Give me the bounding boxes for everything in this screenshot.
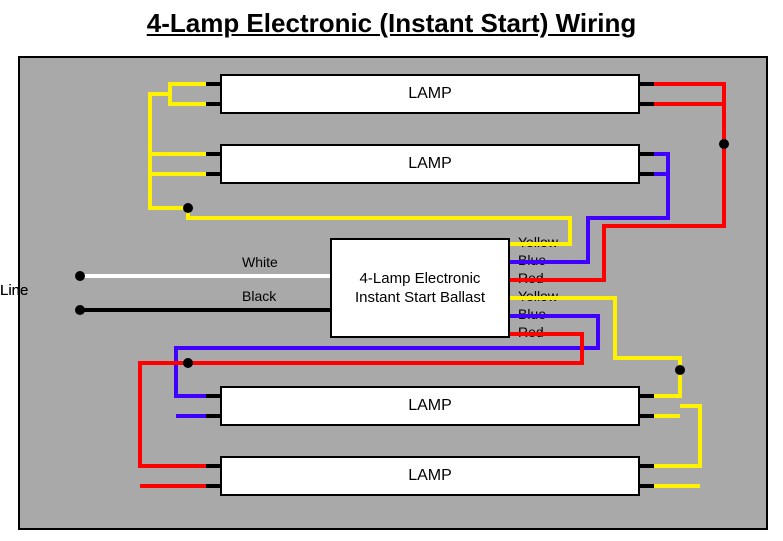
lamp-1: LAMP bbox=[220, 74, 640, 114]
node bbox=[75, 271, 85, 281]
lamp-3-label: LAMP bbox=[408, 397, 452, 415]
terminal-tick bbox=[206, 414, 220, 418]
terminal-tick bbox=[206, 464, 220, 468]
label-yellow-bot: Yellow bbox=[518, 288, 558, 304]
diagram-title: 4-Lamp Electronic (Instant Start) Wiring bbox=[0, 0, 783, 39]
label-black: Black bbox=[242, 288, 276, 304]
lamp-4-label: LAMP bbox=[408, 467, 452, 485]
node bbox=[75, 305, 85, 315]
line-text: Line bbox=[0, 282, 28, 299]
lamp-3: LAMP bbox=[220, 386, 640, 426]
label-white: White bbox=[242, 254, 278, 270]
terminal-tick bbox=[206, 172, 220, 176]
terminal-tick bbox=[206, 82, 220, 86]
label-red-top: Red bbox=[518, 270, 544, 286]
node bbox=[183, 358, 193, 368]
page: 4-Lamp Electronic (Instant Start) Wiring… bbox=[0, 0, 783, 541]
terminal-tick bbox=[206, 484, 220, 488]
node bbox=[675, 365, 685, 375]
label-red-bot: Red bbox=[518, 324, 544, 340]
label-blue-top: Blue bbox=[518, 252, 546, 268]
lamp-2-label: LAMP bbox=[408, 155, 452, 173]
ballast: 4-Lamp Electronic Instant Start Ballast bbox=[330, 238, 510, 338]
lamp-2: LAMP bbox=[220, 144, 640, 184]
node bbox=[183, 203, 193, 213]
label-yellow-top: Yellow bbox=[518, 234, 558, 250]
lamp-1-label: LAMP bbox=[408, 85, 452, 103]
terminal-tick bbox=[640, 152, 654, 156]
label-blue-bot: Blue bbox=[518, 306, 546, 322]
line-label-outer: Line bbox=[0, 282, 28, 299]
terminal-tick bbox=[640, 484, 654, 488]
terminal-tick bbox=[640, 394, 654, 398]
terminal-tick bbox=[640, 172, 654, 176]
terminal-tick bbox=[206, 152, 220, 156]
terminal-tick bbox=[640, 82, 654, 86]
terminal-tick bbox=[640, 464, 654, 468]
diagram-frame: LAMP LAMP LAMP LAMP 4-Lamp Electronic In… bbox=[18, 56, 768, 530]
ballast-label: 4-Lamp Electronic Instant Start Ballast bbox=[336, 269, 504, 308]
lamp-4: LAMP bbox=[220, 456, 640, 496]
terminal-tick bbox=[206, 394, 220, 398]
terminal-tick bbox=[640, 102, 654, 106]
terminal-tick bbox=[206, 102, 220, 106]
node bbox=[719, 139, 729, 149]
terminal-tick bbox=[640, 414, 654, 418]
